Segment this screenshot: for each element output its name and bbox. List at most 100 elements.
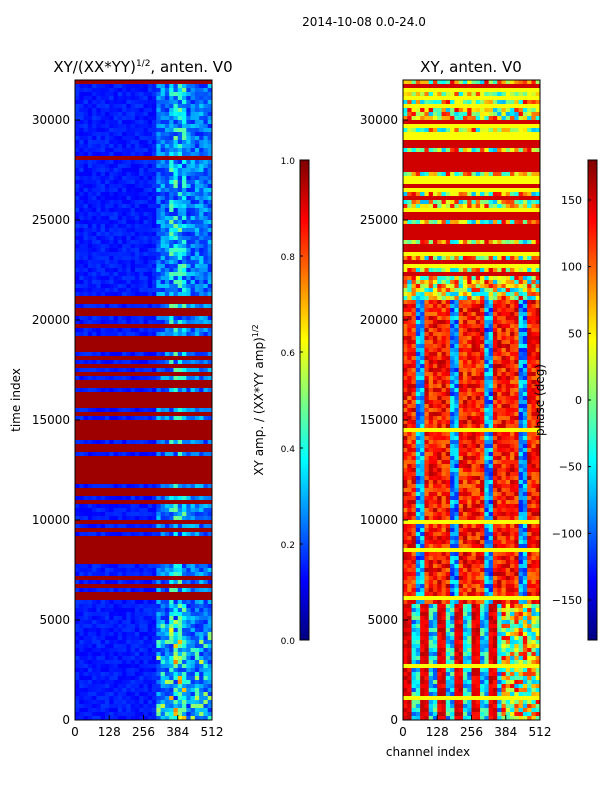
heat-cell (75, 368, 80, 373)
heat-cell (182, 80, 187, 85)
heat-cell (126, 616, 132, 621)
heat-cell (177, 292, 183, 297)
heat-cell (173, 132, 179, 137)
heat-cell (134, 604, 140, 609)
heat-cell (173, 124, 179, 129)
heat-cell (190, 536, 196, 541)
heat-cell (182, 452, 187, 457)
heat-cell (173, 668, 179, 673)
heat-cell (79, 116, 84, 121)
heat-cell (186, 320, 191, 325)
heat-cell (156, 388, 162, 393)
heat-cell (113, 244, 119, 249)
heat-cell (100, 496, 106, 501)
heat-cell (134, 696, 140, 701)
heat-cell (199, 372, 204, 377)
heat-cell (186, 256, 191, 261)
heat-cell (199, 108, 204, 113)
heat-cell (152, 248, 157, 253)
heat-cell (100, 612, 106, 617)
heat-cell (156, 684, 162, 689)
heat-cell (100, 616, 106, 621)
heat-cell (126, 284, 132, 289)
heat-cell (173, 336, 179, 341)
heat-cell (126, 448, 132, 453)
heat-cell (113, 624, 119, 629)
heat-cell (122, 604, 127, 609)
heat-cell (134, 344, 140, 349)
heat-cell (143, 240, 149, 245)
heat-cell (207, 392, 212, 397)
heat-cell (117, 192, 123, 197)
heat-cell (126, 412, 132, 417)
heat-cell (156, 628, 162, 633)
heat-cell (113, 524, 119, 529)
heat-cell (182, 176, 187, 181)
heat-cell (79, 304, 84, 309)
heat-cell (130, 356, 136, 361)
heat-cell (182, 336, 187, 341)
heat-cell (122, 368, 127, 373)
heat-cell (109, 280, 114, 285)
heat-cell (156, 264, 162, 269)
heat-cell (160, 660, 166, 665)
heat-cell (134, 200, 140, 205)
heat-cell (173, 356, 179, 361)
heat-cell (207, 196, 212, 201)
heat-cell (139, 104, 144, 109)
heat-cell (190, 124, 196, 129)
heat-cell (143, 388, 149, 393)
heat-cell (113, 484, 119, 489)
heat-cell (134, 596, 140, 601)
heat-cell (177, 312, 183, 317)
heat-cell (109, 268, 114, 273)
heat-cell (122, 84, 127, 89)
heat-cell (199, 396, 204, 401)
heat-cell (194, 524, 200, 529)
heat-cell (177, 612, 183, 617)
heat-cell (83, 264, 89, 269)
heat-cell (96, 596, 102, 601)
heat-cell (182, 564, 187, 569)
heat-cell (152, 340, 157, 345)
heat-cell (203, 552, 209, 557)
heat-cell (160, 696, 166, 701)
heat-cell (190, 136, 196, 141)
heat-cell (109, 520, 114, 525)
heat-cell (194, 564, 200, 569)
heat-cell (143, 180, 149, 185)
heat-cell (79, 704, 84, 709)
heat-cell (169, 612, 174, 617)
heat-cell (109, 584, 114, 589)
heat-cell (207, 600, 212, 605)
heat-cell (147, 608, 153, 613)
heat-cell (92, 180, 97, 185)
heat-cell (156, 368, 162, 373)
heat-cell (160, 404, 166, 409)
heat-cell (160, 656, 166, 661)
heat-cell (126, 692, 132, 697)
heat-cell (143, 564, 149, 569)
heat-cell (134, 656, 140, 661)
heat-cell (130, 552, 136, 557)
heat-cell (160, 352, 166, 357)
heat-cell (100, 188, 106, 193)
heat-cell (182, 276, 187, 281)
heat-cell (173, 348, 179, 353)
heat-cell (164, 560, 170, 565)
heat-cell (194, 700, 200, 705)
heat-cell (156, 372, 162, 377)
heat-cell (190, 508, 196, 513)
heat-cell (182, 548, 187, 553)
heat-cell (177, 592, 183, 597)
heat-cell (186, 360, 191, 365)
heat-cell (177, 284, 183, 289)
heat-cell (96, 228, 102, 233)
heat-cell (207, 204, 212, 209)
heat-cell (156, 404, 162, 409)
heat-cell (177, 120, 183, 125)
heat-cell (126, 568, 132, 573)
heat-cell (152, 580, 157, 585)
heat-cell (203, 348, 209, 353)
heat-cell (96, 584, 102, 589)
